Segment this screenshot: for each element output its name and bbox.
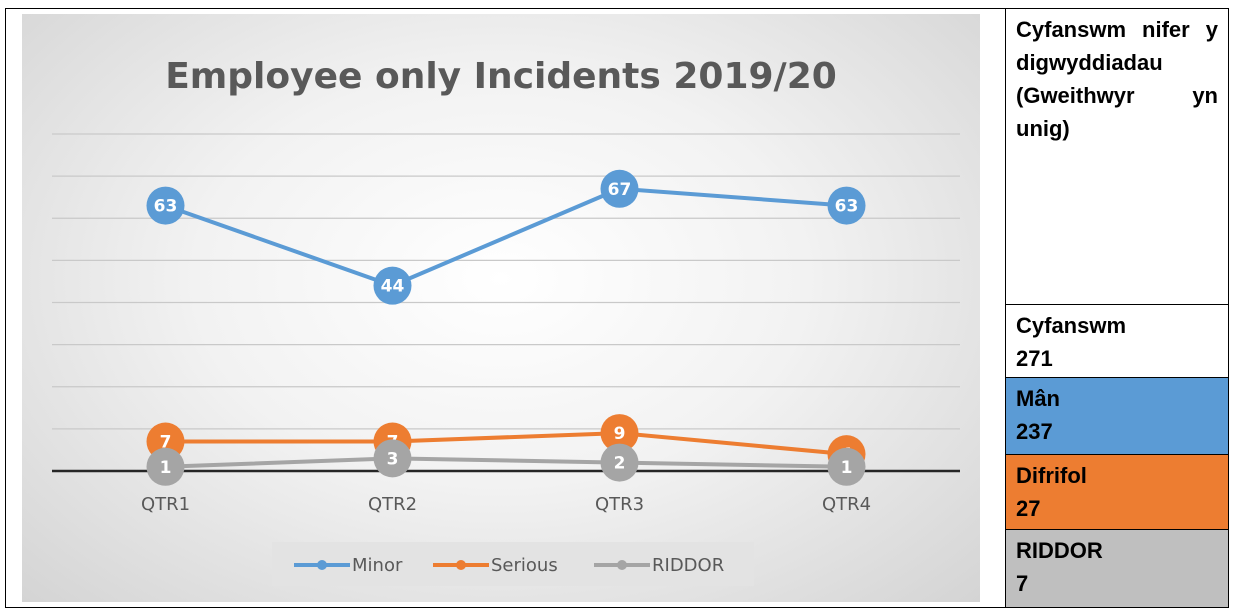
data-label: 2 xyxy=(614,454,626,474)
legend-label: RIDDOR xyxy=(652,555,724,576)
riddor-cell: RIDDOR 7 xyxy=(1006,529,1228,607)
x-tick-label: QTR3 xyxy=(595,494,644,515)
data-label: 1 xyxy=(841,458,853,478)
chart-title: Employee only Incidents 2019/20 xyxy=(165,56,837,97)
data-label: 3 xyxy=(387,449,399,469)
gridlines xyxy=(52,133,960,430)
data-point xyxy=(827,447,866,486)
data-point xyxy=(600,443,639,482)
data-label: 9 xyxy=(614,424,626,444)
data-point xyxy=(373,439,412,478)
riddor-label: RIDDOR xyxy=(1016,538,1103,563)
serious-label: Difrifol xyxy=(1016,463,1087,488)
x-tick-label: QTR1 xyxy=(141,494,190,515)
data-label: 63 xyxy=(835,197,859,217)
minor-cell: Mân 237 xyxy=(1006,377,1228,454)
total-label: Cyfanswm xyxy=(1016,313,1127,338)
data-label: 7 xyxy=(160,433,172,453)
series-line-riddor xyxy=(165,456,847,469)
legend-marker xyxy=(317,560,327,570)
data-label: 44 xyxy=(381,277,405,297)
data-label: 1 xyxy=(160,458,172,478)
minor-value: 237 xyxy=(1016,419,1053,444)
data-label: 67 xyxy=(608,180,632,200)
side-title-cell: Cyfanswm nifer y digwyddiadau (Gweithwyr… xyxy=(1006,9,1228,304)
legend-box xyxy=(272,542,754,586)
riddor-value: 7 xyxy=(1016,571,1029,596)
line-chart: Employee only Incidents 2019/20 QTR1 QTR2… xyxy=(52,56,960,586)
layout-table: Employee only Incidents 2019/20 QTR1 QTR2… xyxy=(5,8,1229,608)
data-label: 63 xyxy=(154,197,178,217)
column-divider xyxy=(1005,9,1006,607)
data-point xyxy=(600,414,639,453)
side-title: Cyfanswm nifer y digwyddiadau (Gweithwyr… xyxy=(1016,17,1218,141)
data-point xyxy=(146,447,185,486)
legend-marker xyxy=(456,560,466,570)
legend: Minor Serious RIDDOR xyxy=(272,542,754,586)
legend-marker xyxy=(617,560,627,570)
data-point xyxy=(146,186,185,225)
data-point xyxy=(373,266,412,305)
x-axis: QTR1 QTR2 QTR3 QTR4 xyxy=(52,469,960,515)
x-tick-label: QTR2 xyxy=(368,494,417,515)
minor-label: Mân xyxy=(1016,386,1060,411)
x-tick-label: QTR4 xyxy=(822,494,871,515)
legend-label: Minor xyxy=(352,555,403,576)
series-layer: 6344676377941321 xyxy=(146,169,866,486)
serious-cell: Difrifol 27 xyxy=(1006,454,1228,529)
data-point xyxy=(827,186,866,225)
series-line-serious xyxy=(165,431,847,457)
legend-label: Serious xyxy=(491,555,558,576)
chart-panel: Employee only Incidents 2019/20 QTR1 QTR2… xyxy=(22,14,980,602)
serious-value: 27 xyxy=(1016,496,1041,521)
total-value: 271 xyxy=(1016,346,1053,371)
total-cell: Cyfanswm 271 xyxy=(1006,304,1228,377)
data-point xyxy=(600,169,639,208)
series-line-minor xyxy=(164,186,847,288)
